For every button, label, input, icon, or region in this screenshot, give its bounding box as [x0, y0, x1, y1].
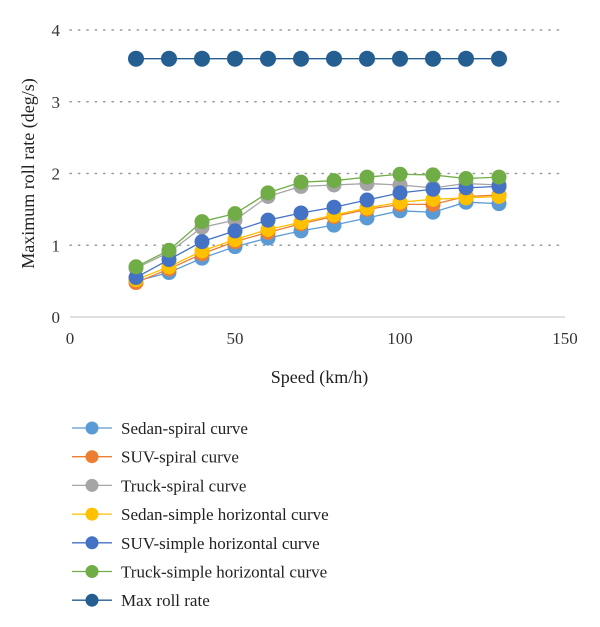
series-6-point-130 [491, 169, 507, 185]
legend-marker-7 [85, 593, 99, 607]
series-6-point-50 [227, 206, 243, 222]
series-7-point-80 [326, 50, 342, 67]
series-5-point-90 [359, 192, 375, 208]
legend-label-3: Truck-spiral curve [121, 476, 246, 495]
y-tick-label-2: 2 [52, 165, 61, 184]
series-7-point-50 [227, 50, 243, 67]
series-group [128, 50, 507, 291]
series-6-point-40 [194, 214, 210, 230]
series-2 [128, 187, 507, 291]
series-7-point-120 [458, 50, 474, 67]
series-7-point-90 [359, 50, 375, 67]
series-6 [128, 166, 507, 275]
series-5-point-80 [326, 199, 342, 215]
series-6-point-120 [458, 171, 474, 187]
legend-marker-6 [85, 565, 99, 578]
series-5-point-110 [425, 181, 441, 197]
legend-label-2: SUV-spiral curve [121, 448, 239, 467]
legend-entry-3: Truck-spiral curve [72, 476, 246, 495]
series-6-point-80 [326, 173, 342, 189]
x-tick-label-100: 100 [387, 329, 413, 348]
series-1-line [135, 201, 500, 282]
x-tick-label-0: 0 [66, 329, 75, 348]
series-5-point-70 [293, 205, 309, 221]
x-tick-label-50: 50 [227, 329, 244, 348]
y-tick-label-3: 3 [52, 93, 61, 112]
series-6-point-20 [128, 259, 144, 275]
series-6-point-90 [359, 169, 375, 185]
series-5-point-20 [128, 270, 144, 286]
series-5-point-50 [227, 223, 243, 239]
gridlines [69, 29, 566, 246]
y-tick-label-4: 4 [52, 21, 61, 40]
series-6-point-30 [161, 242, 177, 258]
x-axis-label: Speed (km/h) [271, 367, 368, 388]
legend-entry-4: Sedan-simple horizontal curve [72, 505, 329, 524]
series-7-point-60 [260, 50, 276, 67]
legend-label-7: Max roll rate [121, 591, 210, 610]
legend-label-5: SUV-simple horizontal curve [121, 534, 320, 553]
legend-marker-4 [85, 507, 99, 521]
legend-marker-5 [85, 536, 99, 550]
legend-marker-2 [85, 450, 99, 464]
series-6-point-100 [392, 166, 408, 182]
legend-entry-1: Sedan-spiral curve [72, 419, 248, 438]
series-7-point-130 [491, 50, 507, 67]
series-7-point-110 [425, 50, 441, 67]
legend-entry-2: SUV-spiral curve [72, 448, 239, 467]
series-7 [128, 50, 507, 67]
series-5-point-40 [194, 234, 210, 250]
y-tick-label-0: 0 [52, 308, 61, 327]
legend-entry-7: Max roll rate [72, 591, 210, 610]
y-tick-label-1: 1 [52, 236, 61, 255]
series-6-point-60 [260, 185, 276, 201]
series-7-point-100 [392, 50, 408, 67]
legend-label-1: Sedan-spiral curve [121, 419, 248, 438]
x-tick-label-150: 150 [552, 329, 578, 348]
series-7-point-30 [161, 50, 177, 67]
y-axis-label: Maximum roll rate (deg/s) [18, 78, 39, 268]
series-7-point-20 [128, 50, 144, 67]
series-7-point-70 [293, 50, 309, 67]
series-5-point-100 [392, 185, 408, 201]
legend-marker-3 [85, 478, 99, 492]
legend: Sedan-spiral curve SUV-spiral curve Truck-… [72, 419, 329, 610]
legend-entry-5: SUV-simple horizontal curve [72, 534, 320, 553]
legend-label-6: Truck-simple horizontal curve [121, 563, 327, 582]
legend-label-4: Sedan-simple horizontal curve [121, 505, 329, 524]
series-5 [128, 178, 507, 286]
legend-entry-6: Truck-simple horizontal curve [72, 563, 327, 582]
series-6-point-70 [293, 174, 309, 190]
series-5-point-60 [260, 212, 276, 228]
series-1 [128, 194, 507, 289]
series-7-point-40 [194, 50, 210, 67]
series-3-line [135, 182, 500, 269]
axes: 0 1 2 3 4 0 50 100 150 [52, 21, 578, 348]
series-6-point-110 [425, 167, 441, 183]
series-4 [128, 188, 507, 288]
series-3 [128, 176, 507, 276]
legend-marker-1 [85, 421, 99, 435]
